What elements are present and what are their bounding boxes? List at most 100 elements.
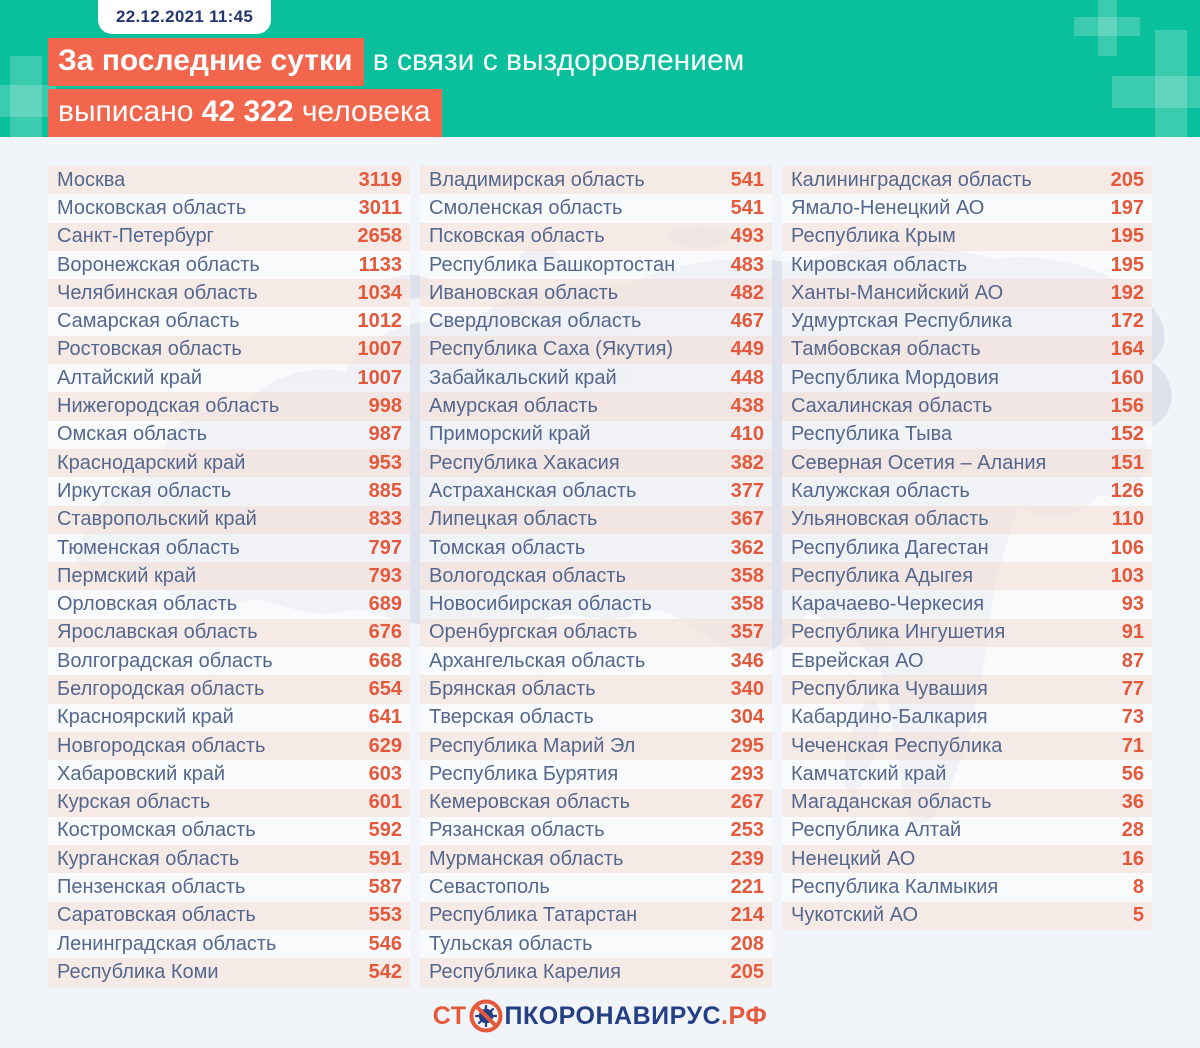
region-label: Санкт-Петербург [57, 225, 214, 248]
region-value: 77 [1121, 677, 1144, 700]
region-value: 205 [730, 960, 764, 983]
title-line-2: выписано 42 322 человека [48, 89, 744, 137]
region-value: 601 [368, 791, 402, 814]
date-badge: 22.12.2021 11:45 [98, 0, 272, 34]
region-value: 987 [368, 423, 402, 446]
table-row: Владимирская область 541 [420, 166, 772, 195]
region-label: Омская область [57, 423, 208, 446]
region-label: Приморский край [429, 423, 591, 446]
regions-column-2: Владимирская область 541 Смоленская област… [420, 166, 772, 987]
region-value: 1012 [357, 310, 403, 333]
region-label: Калининградская область [791, 168, 1032, 191]
region-label: Амурская область [429, 395, 598, 418]
region-value: 641 [368, 706, 402, 729]
region-value: 197 [1110, 196, 1144, 219]
region-label: Хабаровский край [57, 762, 226, 785]
table-row: Псковская область 493 [420, 222, 772, 251]
table-row: Амурская область 438 [420, 392, 772, 421]
table-row: Ставропольский край 833 [48, 505, 410, 534]
region-value: 448 [730, 366, 764, 389]
region-value: 2658 [357, 225, 403, 248]
region-label: Калужская область [791, 479, 970, 502]
table-row: Еврейская АО 87 [782, 647, 1152, 676]
regions-column-3: Калининградская область 205 Ямало-Ненецкий… [782, 166, 1152, 987]
region-label: Республика Тыва [791, 423, 953, 446]
table-row: Пермский край 793 [48, 562, 410, 591]
region-value: 1007 [357, 366, 403, 389]
region-value: 239 [730, 847, 764, 870]
table-row: Карачаево-Черкесия 93 [782, 590, 1152, 619]
region-value: 164 [1110, 338, 1144, 361]
region-value: 542 [368, 960, 402, 983]
region-value: 377 [730, 479, 764, 502]
region-label: Кемеровская область [429, 791, 631, 814]
region-label: Липецкая область [429, 508, 598, 531]
region-label: Волгоградская область [57, 649, 273, 672]
region-label: Ханты-Мансийский АО [791, 281, 1004, 304]
region-label: Курская область [57, 791, 211, 814]
region-label: Самарская область [57, 310, 240, 333]
table-row: Нижегородская область 998 [48, 392, 410, 421]
region-label: Кировская область [791, 253, 968, 276]
region-value: 253 [730, 819, 764, 842]
region-value: 152 [1110, 423, 1144, 446]
region-label: Республика Калмыкия [791, 876, 999, 899]
region-value: 668 [368, 649, 402, 672]
stopcoronavirus-logo: СТ ПКОРОНАВИРУС .РФ [433, 998, 767, 1034]
region-label: Республика Адыгея [791, 564, 974, 587]
region-label: Севастополь [429, 876, 550, 899]
table-row: Орловская область 689 [48, 590, 410, 619]
table-row: Ивановская область 482 [420, 279, 772, 308]
table-row: Ульяновская область 110 [782, 505, 1152, 534]
region-value: 1133 [358, 253, 402, 276]
region-value: 340 [730, 677, 764, 700]
region-label: Томская область [429, 536, 586, 559]
table-row: Мурманская область 239 [420, 845, 772, 874]
region-label: Красноярский край [57, 706, 234, 729]
region-value: 293 [730, 762, 764, 785]
region-label: Еврейская АО [791, 649, 924, 672]
table-row: Тюменская область 797 [48, 533, 410, 563]
region-label: Чеченская Республика [791, 734, 1003, 757]
region-label: Удмуртская Республика [791, 310, 1013, 333]
region-label: Саратовская область [57, 904, 256, 927]
table-row: Пензенская область 587 [48, 873, 410, 902]
title-highlight-1: За последние сутки [48, 38, 365, 86]
region-value: 172 [1110, 310, 1144, 333]
table-row: Калужская область 126 [782, 477, 1152, 506]
timestamp: 22.12.2021 11:45 [116, 7, 254, 26]
table-row: Тверская область 304 [420, 703, 772, 732]
table-row: Ленинградская область 546 [48, 930, 410, 959]
region-value: 1034 [357, 281, 403, 304]
table-row: Новгородская область 629 [48, 731, 410, 761]
region-label: Московская область [57, 196, 247, 219]
region-label: Пермский край [57, 564, 197, 587]
region-value: 267 [730, 791, 764, 814]
table-row: Курганская область 591 [48, 845, 410, 874]
region-value: 797 [368, 536, 402, 559]
table-row: Республика Мордовия 160 [782, 364, 1152, 393]
table-row: Ямало-Ненецкий АО 197 [782, 194, 1152, 223]
region-label: Вологодская область [429, 564, 627, 587]
logo-suffix: .РФ [721, 1001, 768, 1030]
region-label: Нижегородская область [57, 395, 280, 418]
table-row: Республика Хакасия 382 [420, 448, 772, 478]
region-label: Республика Крым [791, 225, 956, 248]
region-value: 541 [730, 168, 764, 191]
table-row: Саратовская область 553 [48, 901, 410, 931]
region-value: 1007 [357, 338, 403, 361]
region-label: Республика Башкортостан [429, 253, 676, 276]
table-row: Вологодская область 358 [420, 562, 772, 591]
region-label: Республика Коми [57, 960, 219, 983]
region-label: Ивановская область [429, 281, 619, 304]
region-value: 793 [368, 564, 402, 587]
region-label: Республика Карелия [429, 960, 621, 983]
table-row: Тамбовская область 164 [782, 335, 1152, 365]
region-label: Белгородская область [57, 677, 265, 700]
table-row: Республика Бурятия 293 [420, 760, 772, 789]
table-row: Чеченская Республика 71 [782, 731, 1152, 761]
region-label: Пензенская область [57, 876, 246, 899]
page-title: За последние сутки в связи с выздоровлен… [48, 38, 744, 137]
region-value: 3011 [358, 196, 402, 219]
